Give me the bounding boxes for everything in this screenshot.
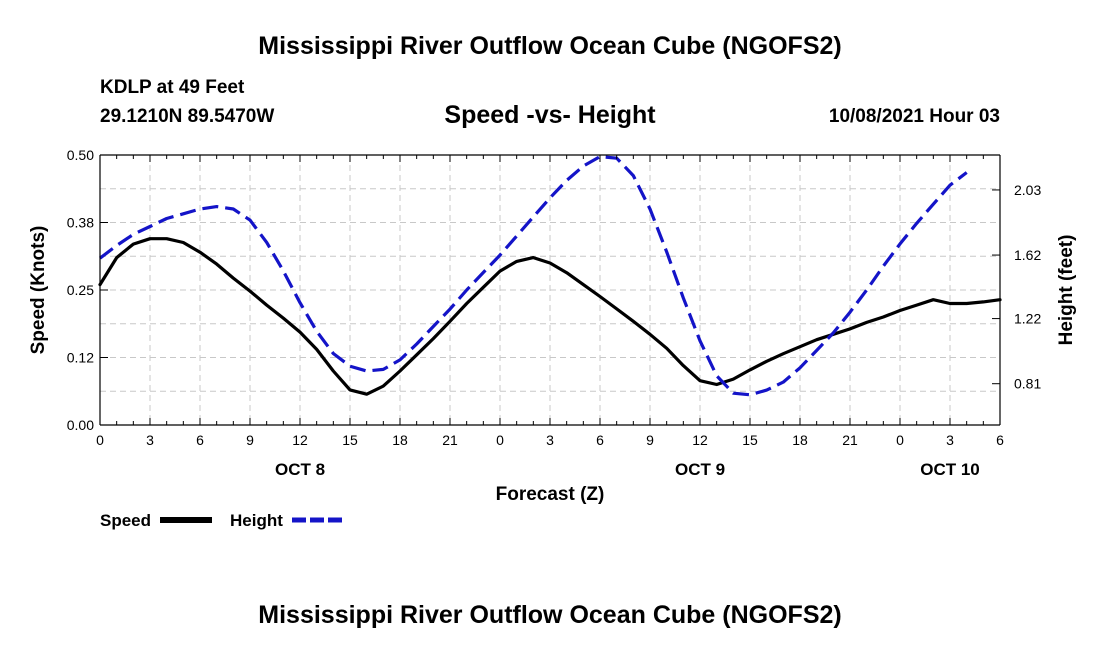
x-tick-label: 0	[496, 432, 504, 448]
y2-axis-label: Height (feet)	[1056, 235, 1077, 346]
axes: 0 3 6 9 12 15 18 21 0 3 6 9 12 15 18 21 0 3 6 OCT 8 OCT 9 OCT…	[67, 147, 1042, 479]
x-tick-label: 9	[246, 432, 254, 448]
x-axis-label: Forecast (Z)	[496, 484, 605, 505]
x-tick-label: 21	[442, 432, 458, 448]
x-tick-label: 0	[896, 432, 904, 448]
y-tick-label: 0.38	[67, 215, 94, 231]
x-tick-label: 12	[692, 432, 708, 448]
page-title: Mississippi River Outflow Ocean Cube (NG…	[258, 32, 842, 60]
x-tick-label: 12	[292, 432, 308, 448]
y-axis-label: Speed (Knots)	[28, 226, 49, 355]
y2-tick-label: 1.22	[1014, 311, 1041, 327]
x-tick-label: 9	[646, 432, 654, 448]
x-tick-label: 3	[546, 432, 554, 448]
y2-tick-label: 0.81	[1014, 376, 1041, 392]
x-tick-label: 3	[946, 432, 954, 448]
chart-title: Speed -vs- Height	[444, 101, 656, 129]
x-tick-label: 18	[392, 432, 408, 448]
y2-tick-label: 2.03	[1014, 182, 1041, 198]
legend-label-speed: Speed	[100, 511, 151, 530]
legend: Speed Height	[100, 511, 344, 530]
x-tick-label: 15	[342, 432, 358, 448]
series-line-speed	[98, 237, 1002, 396]
x-tick-label: 15	[742, 432, 758, 448]
x-tick-label: 21	[842, 432, 858, 448]
y-tick-label: 0.12	[67, 350, 94, 366]
y2-tick-label: 1.62	[1014, 247, 1041, 263]
footer-title: Mississippi River Outflow Ocean Cube (NG…	[258, 601, 842, 629]
y-tick-label: 0.50	[67, 147, 94, 163]
x-tick-label: 6	[596, 432, 604, 448]
series-layer	[98, 155, 1002, 397]
x-tick-label: 18	[792, 432, 808, 448]
x-tick-label: 0	[96, 432, 104, 448]
y-tick-label: 0.25	[67, 282, 94, 298]
forecast-datetime: 10/08/2021 Hour 03	[828, 106, 1000, 127]
x-tick-label: 3	[146, 432, 154, 448]
y-tick-label: 0.00	[67, 417, 94, 433]
day-label: OCT 8	[275, 460, 325, 479]
legend-label-height: Height	[230, 511, 283, 530]
station-label: KDLP at 49 Feet	[100, 77, 245, 98]
day-label: OCT 9	[675, 460, 725, 479]
speed-height-chart: 0 3 6 9 12 15 18 21 0 3 6 9 12 15 18 21 0 3 6 OCT 8 OCT 9 OCT…	[28, 147, 1077, 530]
x-tick-label: 6	[996, 432, 1004, 448]
x-tick-label: 6	[196, 432, 204, 448]
series-line-height	[99, 155, 968, 397]
day-label: OCT 10	[920, 460, 980, 479]
station-coords: 29.1210N 89.5470W	[100, 106, 275, 127]
